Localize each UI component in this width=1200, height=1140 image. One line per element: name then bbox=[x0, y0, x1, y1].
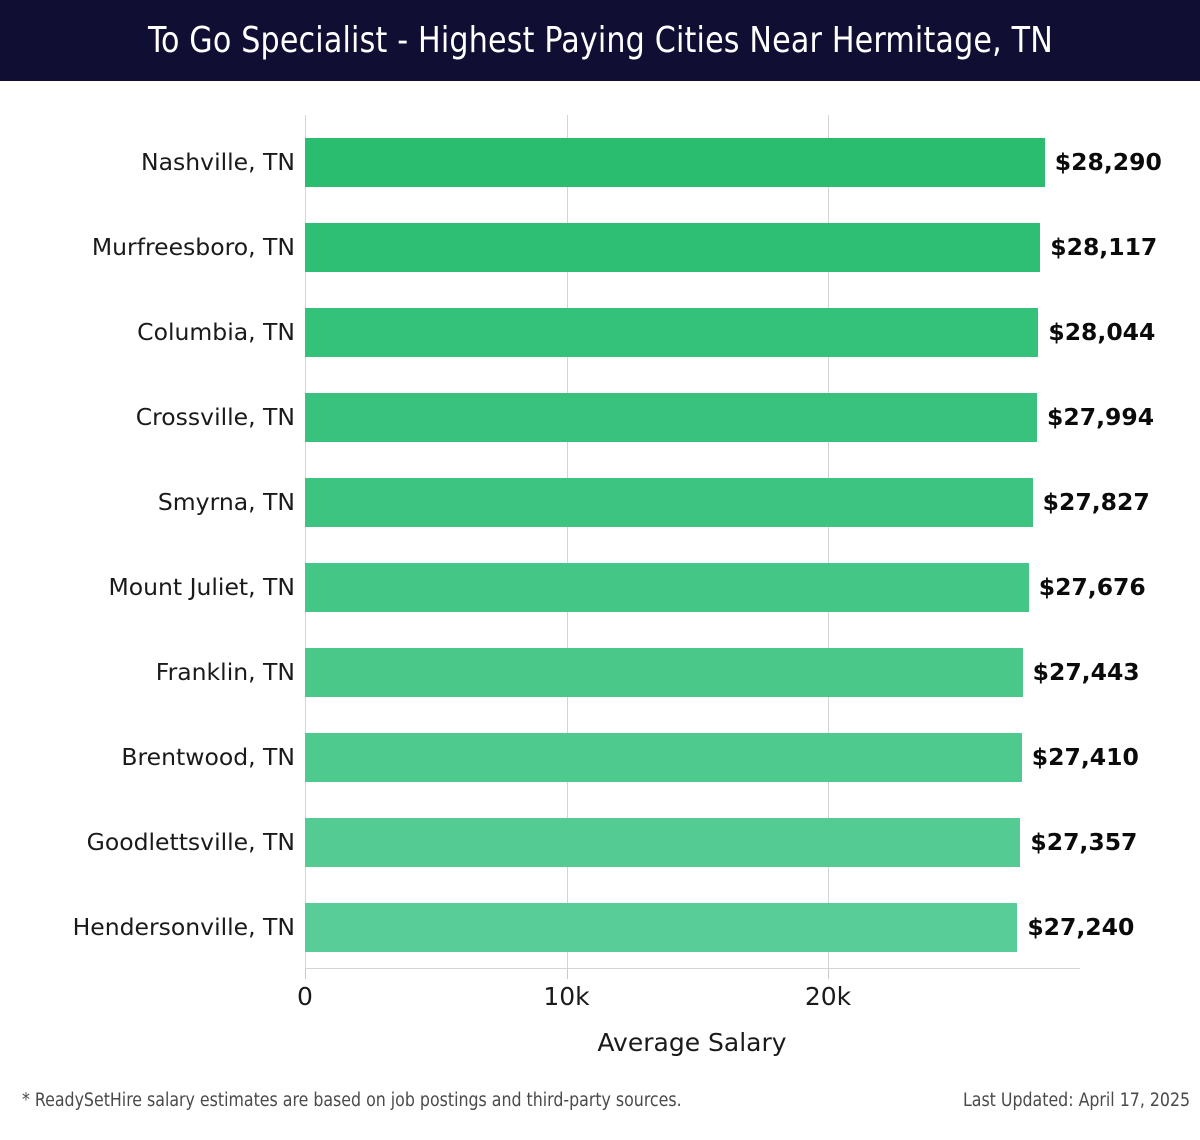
bar-row[interactable]: Brentwood, TN $27,410 bbox=[0, 733, 1200, 782]
gridline-20k bbox=[828, 115, 829, 968]
bar-value-label: $28,044 bbox=[1048, 318, 1156, 346]
category-label: Goodlettsville, TN bbox=[86, 828, 295, 856]
category-label: Hendersonville, TN bbox=[72, 913, 295, 941]
category-label: Columbia, TN bbox=[137, 318, 295, 346]
bar-row[interactable]: Smyrna, TN $27,827 bbox=[0, 478, 1200, 527]
x-axis-title-text: Average Salary bbox=[597, 1028, 787, 1057]
bar[interactable] bbox=[305, 903, 1018, 952]
bar-value-label: $28,290 bbox=[1054, 148, 1162, 176]
bar-row[interactable]: Goodlettsville, TN $27,357 bbox=[0, 818, 1200, 867]
page-title: To Go Specialist - Highest Paying Cities… bbox=[147, 20, 1053, 61]
x-axis-title: Average Salary bbox=[0, 1028, 1200, 1057]
bar-row[interactable]: Crossville, TN $27,994 bbox=[0, 393, 1200, 442]
category-label: Crossville, TN bbox=[135, 403, 295, 431]
bar-row[interactable]: Murfreesboro, TN $28,117 bbox=[0, 223, 1200, 272]
bar-rows-group: Nashville, TN $28,290 Murfreesboro, TN $28,… bbox=[0, 81, 1200, 968]
bar-value-label: $27,994 bbox=[1047, 403, 1155, 431]
bar[interactable] bbox=[305, 393, 1038, 442]
category-label: Murfreesboro, TN bbox=[91, 233, 295, 261]
category-label: Franklin, TN bbox=[155, 658, 295, 686]
footer-disclaimer: * ReadySetHire salary estimates are base… bbox=[22, 1090, 682, 1111]
bar-value-label: $27,240 bbox=[1027, 913, 1135, 941]
gridline-10k bbox=[566, 115, 568, 968]
bar-value-label: $27,676 bbox=[1038, 573, 1146, 601]
x-tick-mark-20k bbox=[828, 969, 829, 979]
category-label: Smyrna, TN bbox=[157, 488, 295, 516]
bar-row[interactable]: Hendersonville, TN $27,240 bbox=[0, 903, 1200, 952]
footer-last-updated: Last Updated: April 17, 2025 bbox=[962, 1090, 1190, 1111]
bar-row[interactable]: Nashville, TN $28,290 bbox=[0, 138, 1200, 187]
x-tick-label-20k: 20k bbox=[804, 982, 852, 1011]
x-tick-label-10k: 10k bbox=[543, 982, 590, 1011]
category-label: Brentwood, TN bbox=[121, 743, 295, 771]
bar[interactable] bbox=[305, 818, 1021, 867]
x-tick-label-0: 0 bbox=[297, 982, 313, 1011]
bar-row[interactable]: Mount Juliet, TN $27,676 bbox=[0, 563, 1200, 612]
x-tick-mark-10k bbox=[566, 969, 568, 979]
x-axis-baseline bbox=[305, 968, 1080, 969]
bar[interactable] bbox=[305, 648, 1023, 697]
bar[interactable] bbox=[305, 733, 1022, 782]
bar[interactable] bbox=[305, 478, 1033, 527]
gridline-0 bbox=[305, 115, 306, 968]
bar-value-label: $27,410 bbox=[1031, 743, 1139, 771]
category-label: Nashville, TN bbox=[141, 148, 295, 176]
bar-row[interactable]: Franklin, TN $27,443 bbox=[0, 648, 1200, 697]
bar-value-label: $27,357 bbox=[1030, 828, 1138, 856]
bar[interactable] bbox=[305, 308, 1039, 357]
x-tick-mark-0 bbox=[305, 969, 306, 979]
chart-plot-area: Nashville, TN $28,290 Murfreesboro, TN $28,… bbox=[0, 81, 1200, 1057]
chart-footer: * ReadySetHire salary estimates are base… bbox=[0, 1090, 1200, 1140]
bar-value-label: $28,117 bbox=[1050, 233, 1158, 261]
chart-header-bar: To Go Specialist - Highest Paying Cities… bbox=[0, 0, 1200, 81]
bar[interactable] bbox=[305, 563, 1029, 612]
bar-row[interactable]: Columbia, TN $28,044 bbox=[0, 308, 1200, 357]
bar[interactable] bbox=[305, 138, 1045, 187]
category-label: Mount Juliet, TN bbox=[108, 573, 295, 601]
bar[interactable] bbox=[305, 223, 1041, 272]
bar-value-label: $27,827 bbox=[1042, 488, 1150, 516]
bar-value-label: $27,443 bbox=[1032, 658, 1140, 686]
